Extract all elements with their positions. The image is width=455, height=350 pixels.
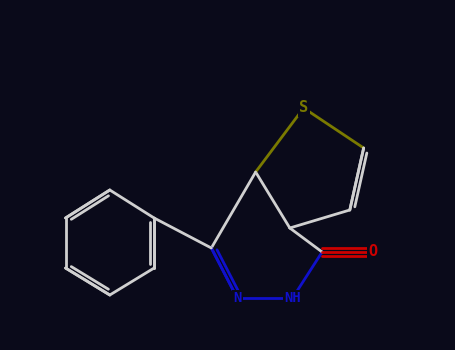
Text: N: N (233, 291, 242, 305)
Text: S: S (299, 100, 308, 116)
Text: O: O (368, 245, 378, 259)
Text: NH: NH (284, 291, 301, 305)
